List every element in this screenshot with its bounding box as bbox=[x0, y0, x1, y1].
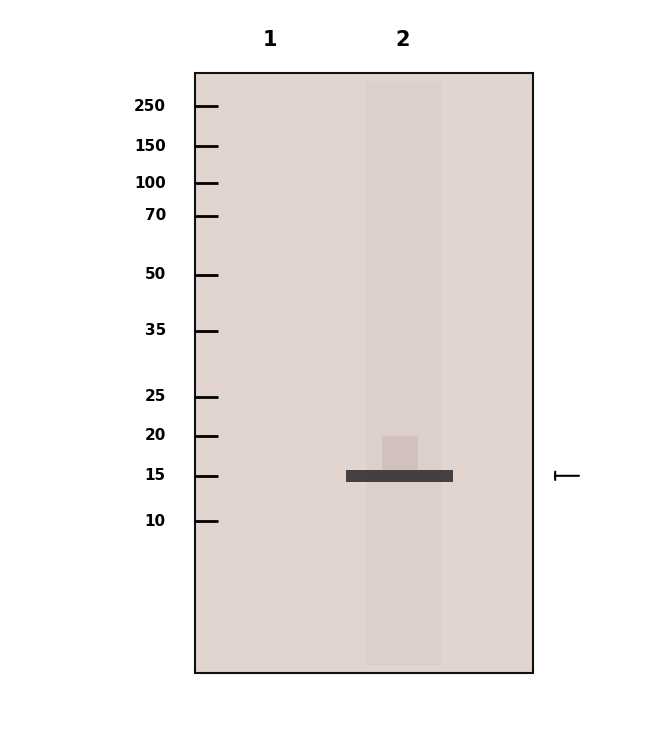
Text: 70: 70 bbox=[144, 209, 166, 223]
Text: 250: 250 bbox=[134, 99, 166, 113]
Bar bbox=[366, 81, 441, 666]
Text: 150: 150 bbox=[134, 139, 166, 154]
Text: 1: 1 bbox=[263, 30, 277, 51]
Text: 20: 20 bbox=[144, 428, 166, 443]
Text: 15: 15 bbox=[144, 468, 166, 483]
Text: 100: 100 bbox=[134, 176, 166, 190]
Bar bbox=[346, 470, 454, 482]
Text: 35: 35 bbox=[144, 324, 166, 338]
Text: 50: 50 bbox=[144, 267, 166, 282]
Text: 2: 2 bbox=[396, 30, 410, 51]
Bar bbox=[382, 436, 417, 470]
Bar bbox=[195, 73, 533, 673]
Text: 25: 25 bbox=[144, 389, 166, 404]
Text: 10: 10 bbox=[144, 514, 166, 529]
